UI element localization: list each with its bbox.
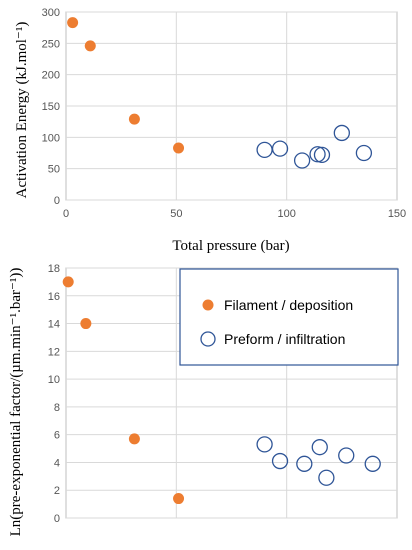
y-tick-label: 0 [54,195,60,207]
filament-deposition-point [128,113,140,125]
filament-deposition-point [173,493,185,505]
y-tick-label: 10 [48,374,60,386]
preform-infiltration-point [364,455,381,472]
y-tick-label: 100 [42,132,60,144]
filament-deposition-point [84,40,96,52]
legend-preform-marker [200,331,216,347]
y-tick-label: 12 [48,346,60,358]
y-tick-label: 6 [54,430,60,442]
chart1-grid [65,11,398,201]
chart1-y-axis-title: Activation Energy (kJ.mol⁻¹) [14,22,30,199]
preform-infiltration-point [333,124,350,142]
chart2-legend: Filament / deposition Preform / infiltra… [179,268,399,366]
y-tick-label: 2 [54,485,60,497]
chart2-data-points [62,276,381,505]
preform-infiltration-point [355,144,373,162]
y-tick-label: 150 [42,101,60,113]
y-tick-label: 250 [42,38,60,50]
chart1-tick-labels: 0 50 100 150 200 250 300 0 50 100 150 [42,7,407,220]
preform-infiltration-point [309,146,326,163]
preform-infiltration-point [271,140,289,157]
chart2-y-axis-title: Ln(pre-exponential factor/(µm.min⁻¹.bar⁻… [8,268,24,537]
preform-infiltration-point [293,152,311,169]
y-tick-label: 8 [54,402,60,414]
y-tick-label: 50 [48,164,60,176]
filament-deposition-point [173,142,185,154]
y-tick-label: 200 [42,70,60,82]
filament-deposition-point [67,17,79,29]
preform-infiltration-point [313,146,331,164]
preform-infiltration-point [338,447,355,464]
legend-box [179,268,399,366]
filament-deposition-point [80,318,92,330]
x-tick-label: 50 [170,208,182,220]
preform-infiltration-point [271,452,289,470]
filament-deposition-point [128,433,140,445]
y-tick-label: 18 [48,263,60,275]
preform-infiltration-point [296,455,313,472]
preform-infiltration-point [256,436,273,453]
pre-exponential-chart: 0 2 4 6 8 10 12 14 16 18 Ln(pre-exponential facto… [8,263,399,537]
preform-infiltration-point [318,469,335,486]
legend-preform-label: Preform / infiltration [224,331,345,347]
legend-filament-marker [202,299,214,311]
x-tick-label: 100 [277,208,295,220]
preform-infiltration-point [256,141,273,159]
filament-deposition-point [62,276,74,288]
y-tick-label: 300 [42,7,60,19]
y-tick-label: 16 [48,291,60,303]
chart1-x-axis-title: Total pressure (bar) [172,238,289,254]
y-tick-label: 14 [48,319,60,331]
activation-energy-chart: 0 50 100 150 200 250 300 0 50 100 150 Total pressu… [14,7,406,254]
preform-infiltration-point [311,439,328,456]
chart1-data-points [67,17,373,169]
chart2-tick-labels: 0 2 4 6 8 10 12 14 16 18 [48,263,60,525]
x-tick-label: 150 [388,208,406,220]
y-tick-label: 4 [54,457,60,469]
legend-filament-label: Filament / deposition [224,297,353,313]
y-tick-label: 0 [54,513,60,525]
x-tick-label: 0 [63,208,69,220]
